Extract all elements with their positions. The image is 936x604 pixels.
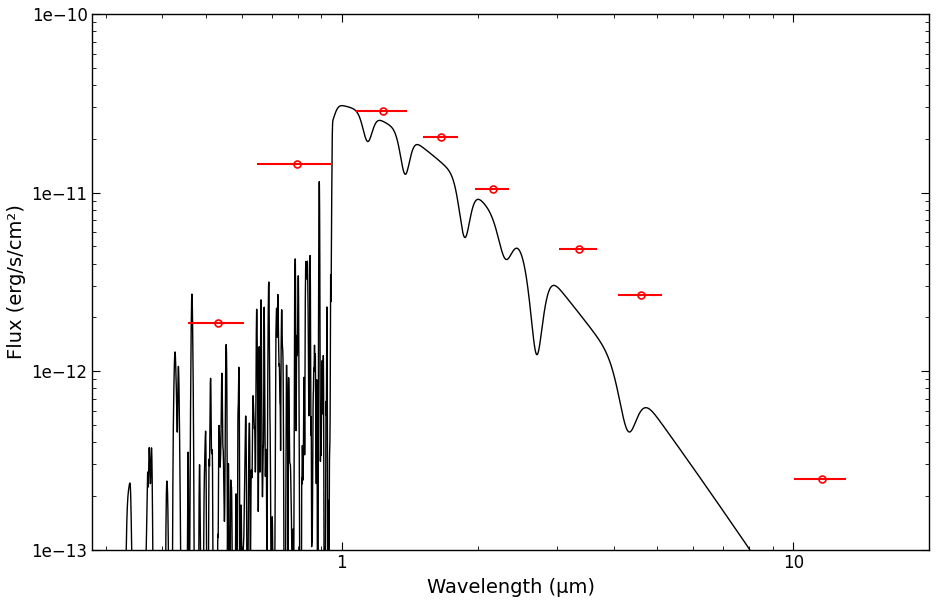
X-axis label: Wavelength (μm): Wavelength (μm)	[427, 578, 594, 597]
Y-axis label: Flux (erg/s/cm²): Flux (erg/s/cm²)	[7, 204, 26, 359]
